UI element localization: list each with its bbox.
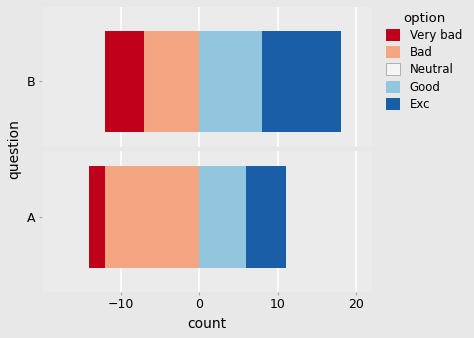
Bar [89,166,105,268]
Bar [144,31,199,132]
Bar [105,31,144,132]
Legend: Very bad, Bad, Neutral, Good, Exc: Very bad, Bad, Neutral, Good, Exc [381,7,467,116]
Bar [199,31,262,132]
Bar [105,166,199,268]
Y-axis label: question: question [7,119,21,179]
X-axis label: count: count [188,317,227,331]
Bar [199,166,246,268]
Bar [246,166,286,268]
Bar [262,31,341,132]
